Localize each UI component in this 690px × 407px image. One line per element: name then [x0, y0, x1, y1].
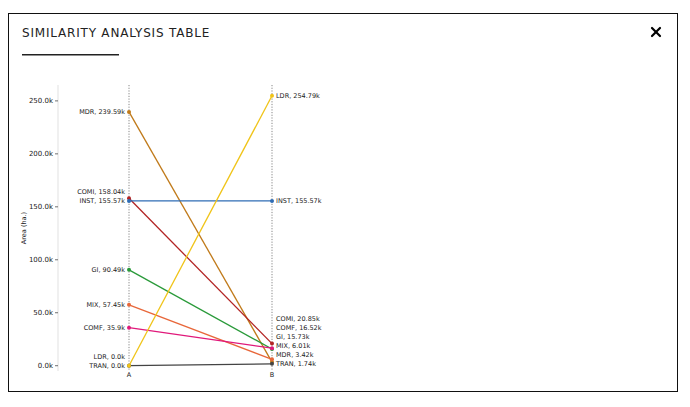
- slope-line: [129, 200, 272, 201]
- x-tick-label: A: [127, 371, 132, 379]
- close-icon[interactable]: [652, 28, 660, 36]
- point: [127, 268, 131, 272]
- point: [270, 199, 274, 203]
- point: [270, 94, 274, 98]
- close-icon[interactable]: [652, 28, 660, 36]
- slope-line: [129, 270, 272, 349]
- y-axis-line: [58, 85, 59, 371]
- y-tick-label: 150.0k: [29, 203, 54, 211]
- y-tick: [55, 206, 58, 207]
- y-axis-label: Area (ha.): [20, 212, 28, 244]
- data-label: MDR, 3.42k: [276, 351, 314, 359]
- point: [127, 326, 131, 330]
- title-underline: [22, 54, 119, 56]
- y-tick: [55, 153, 58, 154]
- data-label: MDR, 239.59k: [79, 108, 125, 116]
- category-axis: [272, 85, 273, 371]
- point: [270, 342, 274, 346]
- plot-area: [127, 94, 274, 368]
- data-label: LDR, 254.79k: [276, 92, 320, 100]
- title: SIMILARITY ANALYSIS TABLE: [22, 26, 210, 40]
- point: [127, 303, 131, 307]
- point: [270, 362, 274, 366]
- canvas: SIMILARITY ANALYSIS TABLE 0.0k 50.0k 100.0k…: [0, 0, 690, 407]
- point: [270, 346, 274, 350]
- point: [127, 364, 131, 368]
- x-tick-label: B: [270, 371, 274, 379]
- data-label: COMI, 158.04k: [77, 188, 125, 196]
- y-tick: [55, 312, 58, 313]
- y-tick: [55, 259, 58, 260]
- data-label: INST, 155.57k: [276, 197, 322, 205]
- y-tick-label: 100.0k: [29, 256, 54, 264]
- close-button[interactable]: [652, 28, 660, 36]
- slope-line: [129, 305, 272, 359]
- y-tick-label: 250.0k: [29, 97, 54, 105]
- slope-line: [129, 96, 272, 366]
- point: [127, 199, 131, 203]
- data-label: MIX, 57.45k: [87, 301, 126, 309]
- y-tick: [55, 365, 58, 366]
- data-label: GI, 15.73k: [276, 333, 310, 341]
- slope-line: [129, 364, 272, 366]
- slope-line: [129, 198, 272, 343]
- data-label: GI, 90.49k: [92, 266, 126, 274]
- data-label: TRAN, 0.0k: [88, 362, 125, 370]
- y-tick: [55, 100, 58, 101]
- y-tick-label: 50.0k: [33, 309, 54, 317]
- data-label: COMF, 35.9k: [84, 324, 126, 332]
- point: [270, 347, 274, 351]
- y-tick-label: 0.0k: [38, 362, 54, 370]
- point: [127, 110, 131, 114]
- data-label: TRAN, 1.74k: [275, 360, 316, 368]
- y-tick-label: 200.0k: [29, 150, 54, 158]
- data-label: LDR, 0.0k: [94, 353, 126, 361]
- data-label: INST, 155.57k: [79, 197, 125, 205]
- modal-frame: [9, 14, 678, 392]
- slope-line: [129, 328, 272, 349]
- point: [127, 364, 131, 368]
- data-label: MIX, 6.01k: [276, 342, 311, 350]
- point: [270, 357, 274, 361]
- data-label: COMI, 20.85k: [276, 315, 320, 323]
- data-label: COMF, 16.52k: [276, 324, 322, 332]
